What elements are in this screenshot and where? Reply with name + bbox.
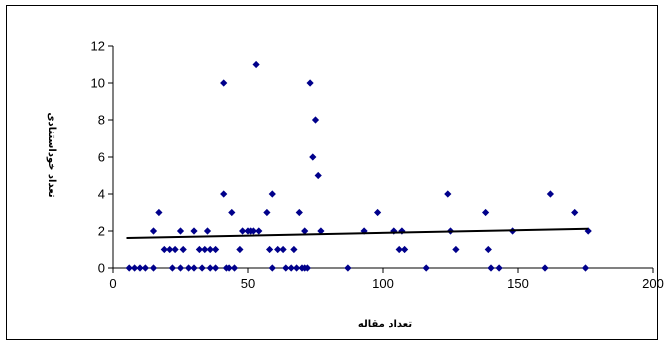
data-point <box>168 264 176 272</box>
data-point <box>185 264 193 272</box>
data-point <box>176 227 185 235</box>
data-points <box>125 60 592 272</box>
data-point <box>571 208 579 217</box>
data-point <box>190 264 198 272</box>
data-point <box>268 190 276 198</box>
data-point <box>495 264 503 272</box>
data-point <box>581 264 590 272</box>
x-tick-label: 100 <box>372 276 394 291</box>
data-point <box>220 79 228 87</box>
y-axis-title: تعداد خوداستنادی <box>46 112 57 198</box>
data-point <box>166 245 174 254</box>
data-point <box>360 227 368 235</box>
x-axis-title: تعداد مقاله <box>358 319 412 330</box>
data-point <box>179 245 187 254</box>
y-tick-label: 12 <box>91 39 105 54</box>
data-point <box>309 153 317 161</box>
data-point <box>484 245 492 254</box>
data-point <box>282 264 290 272</box>
data-point <box>149 227 158 235</box>
x-tick-label: 50 <box>241 276 255 291</box>
data-point <box>206 264 214 272</box>
data-point <box>201 245 209 254</box>
data-point <box>279 245 287 254</box>
y-tick-label: 6 <box>98 150 105 165</box>
data-point <box>141 264 149 272</box>
data-point <box>541 264 549 272</box>
data-point <box>422 264 430 272</box>
y-tick-label: 0 <box>98 261 105 276</box>
data-point <box>249 227 257 235</box>
x-tick-label: 0 <box>109 276 116 291</box>
data-point <box>203 227 212 235</box>
y-tick-label: 2 <box>98 224 105 239</box>
data-point <box>287 264 295 272</box>
data-point <box>190 227 198 235</box>
data-point <box>149 264 158 272</box>
data-point <box>487 264 495 272</box>
trendline <box>126 227 589 240</box>
data-point <box>195 245 203 254</box>
data-point <box>344 264 352 272</box>
data-point <box>306 79 314 87</box>
data-point <box>295 208 303 217</box>
data-point <box>212 245 220 254</box>
data-point <box>398 227 406 235</box>
y-tick-label: 8 <box>98 113 105 128</box>
data-point <box>131 264 139 272</box>
data-point <box>155 208 163 217</box>
data-point <box>546 190 554 198</box>
data-point <box>228 208 236 217</box>
data-point <box>374 208 382 217</box>
data-point <box>198 264 206 272</box>
tick-labels: 0 50 100 150 200 0 2 4 6 8 10 12 <box>91 39 664 292</box>
data-point <box>395 245 403 254</box>
data-point <box>212 264 220 272</box>
data-point <box>314 171 322 180</box>
data-point <box>311 116 320 124</box>
data-point <box>444 190 452 198</box>
data-point <box>136 264 144 272</box>
data-point <box>584 227 592 235</box>
axes <box>108 45 654 273</box>
data-point <box>401 245 409 254</box>
data-point <box>225 264 233 272</box>
data-point <box>230 264 239 272</box>
data-point <box>263 208 271 217</box>
data-point <box>482 208 490 217</box>
data-point <box>452 245 460 254</box>
y-tick-label: 4 <box>98 187 105 202</box>
data-point <box>293 264 301 272</box>
data-point <box>274 245 282 254</box>
data-point <box>176 264 185 272</box>
chart-frame <box>6 5 658 340</box>
data-point <box>290 245 298 254</box>
data-point <box>125 264 133 272</box>
data-point <box>303 264 311 272</box>
data-point <box>206 245 214 254</box>
data-point <box>239 227 247 235</box>
data-point <box>236 245 244 254</box>
data-point <box>266 245 274 254</box>
data-point <box>268 264 276 272</box>
x-tick-label: 150 <box>507 276 529 291</box>
y-tick-label: 10 <box>91 76 105 91</box>
trendline-group <box>126 227 589 240</box>
data-point <box>255 227 263 235</box>
data-point <box>160 245 168 254</box>
data-point <box>301 227 309 235</box>
data-point <box>171 245 179 254</box>
data-point <box>252 60 260 69</box>
x-tick-label: 200 <box>642 276 664 291</box>
data-point <box>317 227 325 235</box>
data-point <box>220 190 228 198</box>
